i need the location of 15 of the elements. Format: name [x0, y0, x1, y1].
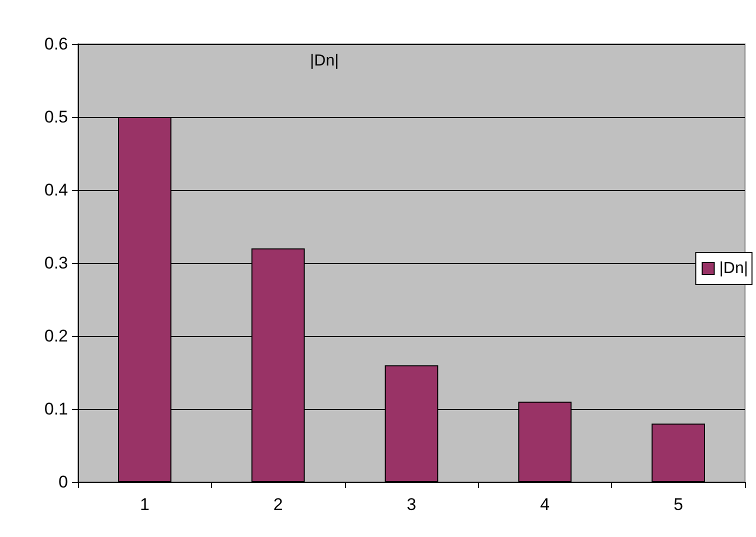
legend-label: |Dn|: [719, 260, 748, 277]
y-tick-label: 0.5: [44, 108, 68, 126]
bar: [652, 424, 705, 482]
x-tick-label: 1: [140, 495, 150, 514]
x-tick-label: 5: [674, 495, 684, 514]
x-tick-label: 2: [273, 495, 283, 514]
y-tick-label: 0.1: [44, 400, 68, 418]
y-tick-label: 0.6: [44, 34, 68, 54]
text: |Dn|: [310, 52, 339, 70]
y-tick-label: 0.3: [44, 254, 68, 272]
x-tick-label: 4: [540, 495, 550, 514]
y-tick-label: 0.2: [44, 326, 68, 346]
y-tick-label: 0.4: [44, 180, 68, 200]
y-tick-label: 0: [58, 472, 68, 492]
x-tick-label: 3: [406, 495, 416, 514]
